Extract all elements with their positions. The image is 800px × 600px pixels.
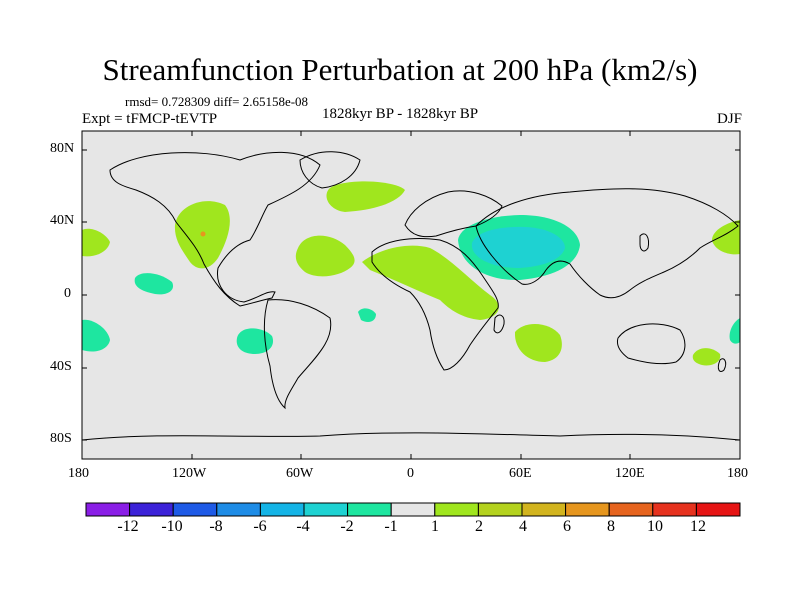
coast-new-zealand: [717, 358, 727, 373]
lon-tick-label: 180: [727, 466, 748, 481]
lon-tick-label: 180: [68, 466, 89, 481]
stats-line: rmsd= 0.728309 diff= 2.65158e-08: [125, 94, 309, 109]
coast-europe: [404, 190, 503, 238]
colorbar-label: -2: [340, 518, 354, 535]
lat-tick-label: 40S: [50, 359, 72, 374]
coast-australia: [617, 323, 686, 365]
anomaly-east-pacific-south: [729, 318, 740, 344]
coast-north-america: [109, 151, 321, 307]
anomaly-australia-east: [692, 348, 721, 366]
coast-madagascar: [493, 314, 505, 334]
colorbar-box: [565, 502, 610, 517]
anomaly-central-pacific: [134, 273, 174, 295]
anomaly-africa-band: [362, 245, 499, 320]
colorbar-label: 8: [607, 518, 615, 535]
coast-asia: [475, 188, 739, 299]
colorbar-label: 2: [475, 518, 483, 535]
colorbar-label: 10: [647, 518, 663, 535]
lat-tick-label: 0: [64, 286, 71, 301]
colorbar-label: -4: [296, 518, 310, 535]
colorbar-label: -8: [209, 518, 223, 535]
coast-greenland: [299, 151, 361, 189]
colorbar-box: [390, 502, 436, 517]
experiment-label: Expt = tFMCP-tEVTP: [82, 111, 218, 127]
anomaly-central-atlantic: [295, 235, 355, 277]
colorbar-box: [521, 502, 567, 517]
lat-tick-label: 80N: [50, 141, 75, 156]
colorbar-box: [434, 502, 479, 517]
anomaly-pacific-east: [712, 220, 740, 255]
anomaly-south-pacific: [82, 319, 110, 352]
chart-title: Streamfunction Perturbation at 200 hPa (…: [102, 52, 698, 87]
colorbar-box: [695, 502, 741, 517]
axis-ticks: [81, 131, 741, 459]
colorbar-box: [303, 502, 349, 517]
colorbar-label: 6: [563, 518, 571, 535]
lon-tick-label: 60W: [286, 466, 314, 481]
lon-tick-label: 60E: [509, 466, 532, 481]
colorbar-box: [477, 502, 523, 517]
colorbar-label: 4: [519, 518, 527, 535]
anomaly-peak-spot: [200, 231, 206, 237]
colorbar-label: 12: [690, 518, 706, 535]
anomaly-south-indian: [514, 324, 562, 362]
anomaly-south-atlantic: [358, 308, 376, 322]
coast-africa: [371, 238, 499, 371]
colorbar: [85, 502, 741, 517]
anomaly-south-pacific-2: [236, 328, 274, 354]
map-background: [82, 131, 740, 459]
colorbar-box: [129, 502, 174, 517]
colorbar-box: [85, 502, 131, 517]
period-label: 1828kyr BP - 1828kyr BP: [321, 106, 479, 122]
colorbar-box: [259, 502, 305, 517]
lat-tick-label: 80S: [50, 431, 72, 446]
anomaly-north-atlantic: [326, 181, 405, 212]
colorbar-label: -10: [161, 518, 183, 535]
season-label: DJF: [716, 111, 742, 127]
coast-south-america: [263, 299, 332, 410]
colorbar-label: -6: [253, 518, 267, 535]
colorbar-label: -1: [384, 518, 398, 535]
colorbar-box: [347, 502, 392, 517]
coast-antarctica: [81, 432, 741, 441]
colorbar-box: [216, 502, 261, 517]
colorbar-box: [608, 502, 654, 517]
anomaly-asia-core: [471, 226, 565, 268]
colorbar-label: 1: [431, 518, 439, 535]
lon-tick-label: 120E: [615, 466, 645, 481]
anomaly-pacific-west: [82, 228, 110, 257]
lon-tick-label: 0: [407, 466, 414, 481]
coast-japan: [639, 233, 649, 252]
lon-tick-label: 120W: [172, 466, 207, 481]
colorbar-box: [172, 502, 218, 517]
lat-tick-label: 40N: [50, 213, 75, 228]
coastlines: [81, 151, 741, 441]
colorbar-label: -12: [117, 518, 139, 535]
colorbar-box: [652, 502, 697, 517]
